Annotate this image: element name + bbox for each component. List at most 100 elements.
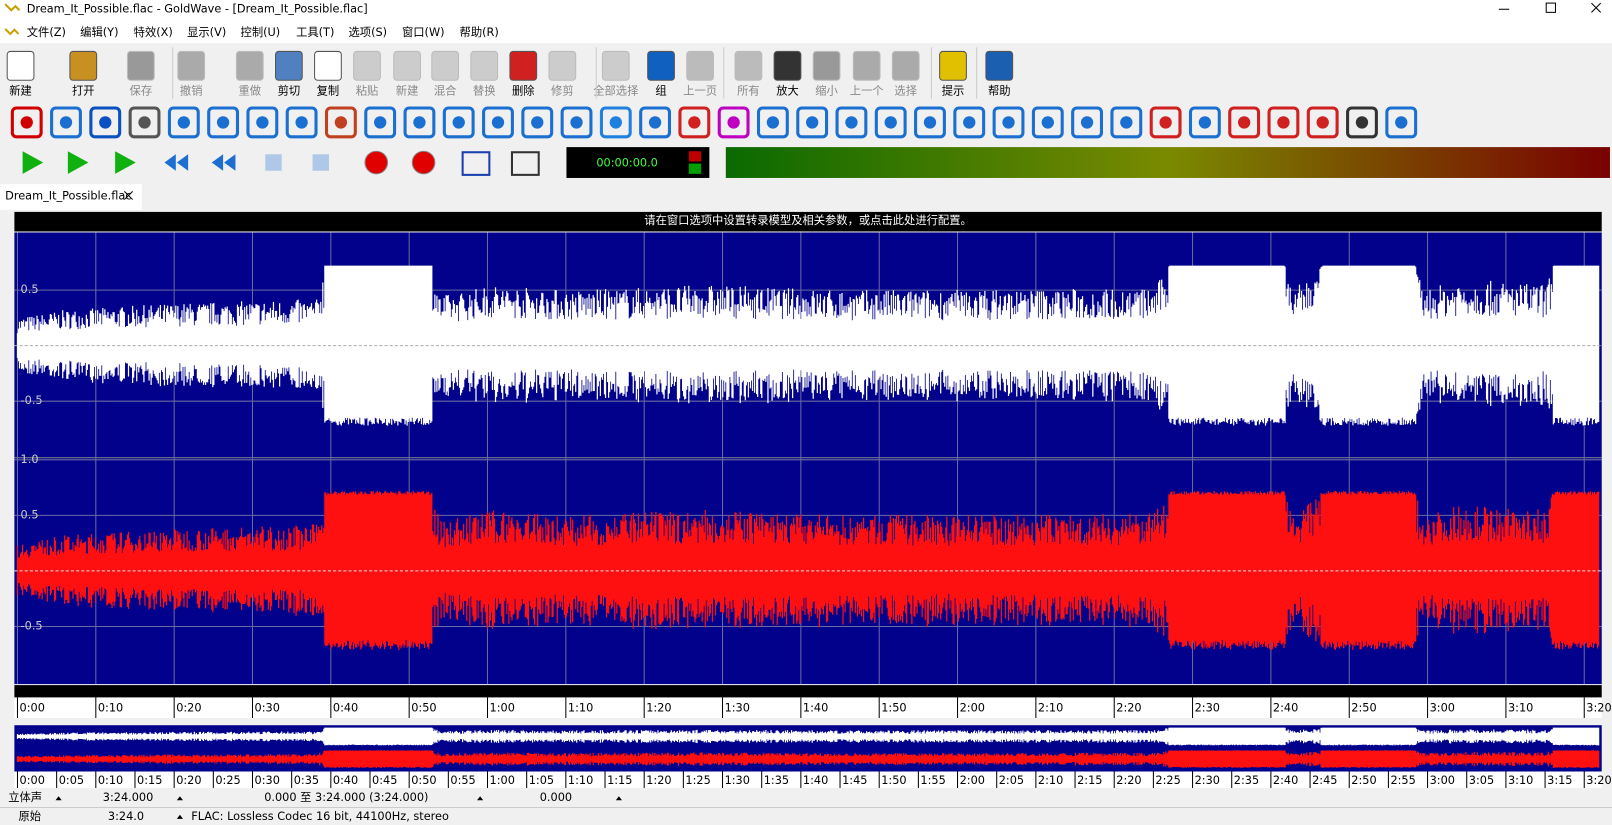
effect-icon-glyph	[60, 116, 72, 128]
menu-item[interactable]: 特效(X)	[134, 25, 173, 39]
toolbar-icon[interactable]	[127, 51, 154, 80]
toolbar-label[interactable]: 上一个	[850, 85, 884, 98]
toolbar-label[interactable]: 所有	[737, 84, 760, 98]
toolbar-icon[interactable]	[774, 51, 801, 80]
effect-icon-glyph	[492, 116, 504, 128]
time-label: 1:50	[881, 702, 906, 715]
toolbar-label[interactable]: 撤销	[180, 84, 203, 98]
overview-label: 0:05	[59, 774, 84, 787]
status-text: 3:24.0	[108, 810, 144, 823]
time-label: 1:20	[646, 702, 671, 715]
menu-item[interactable]: 编辑(Y)	[80, 25, 118, 39]
overview-label: 1:25	[685, 774, 710, 787]
toolbar-icon[interactable]	[354, 51, 381, 80]
toolbar-icon[interactable]	[178, 51, 205, 80]
toolbar-icon[interactable]	[940, 51, 967, 80]
overview-label: 3:15	[1547, 774, 1572, 787]
toolbar-label[interactable]: 新建	[9, 84, 32, 98]
toolbar-icon[interactable]	[7, 51, 34, 80]
overview-label: 1:00	[490, 774, 515, 787]
status-text: 0.000 至 3:24.000 (3:24.000)	[264, 791, 428, 804]
effect-icon-glyph	[21, 116, 33, 128]
toolbar-label[interactable]: 帮助	[988, 84, 1011, 98]
toolbar-icon[interactable]	[648, 51, 675, 80]
toolbar-icon[interactable]	[687, 51, 714, 80]
menu-item[interactable]: 控制(U)	[241, 25, 281, 39]
overview-label: 3:00	[1430, 774, 1455, 787]
toolbar-icon[interactable]	[471, 51, 498, 80]
amplitude-label: 0.5	[21, 508, 39, 521]
toolbar-label[interactable]: 复制	[317, 85, 340, 98]
toolbar-label[interactable]: 重做	[239, 84, 262, 98]
toolbar-label[interactable]: 上一页	[683, 85, 717, 98]
effect-icon-glyph	[1199, 116, 1211, 128]
banner-text[interactable]: 请在窗口选项中设置转录模型及相关参数，或点击此处进行配置。	[644, 213, 972, 227]
effect-icon-glyph	[413, 116, 425, 128]
time-label: 0:00	[20, 702, 45, 715]
toolbar-label[interactable]: 粘贴	[356, 84, 379, 98]
toolbar-label[interactable]: 替换	[473, 84, 496, 98]
toolbar-label[interactable]: 混合	[434, 84, 457, 98]
menu-item[interactable]: 选项(S)	[349, 26, 388, 39]
toolbar-icon[interactable]	[813, 51, 840, 80]
overview-label: 1:30	[725, 774, 750, 787]
toolbar-icon[interactable]	[986, 51, 1013, 80]
toolbar-label[interactable]: 剪切	[278, 84, 301, 98]
effect-icon-glyph	[688, 116, 700, 128]
toolbar-icon[interactable]	[735, 51, 762, 80]
toolbar-icon[interactable]	[70, 51, 97, 80]
stop-button[interactable]	[313, 154, 329, 170]
status-text: FLAC: Lossless Codec 16 bit, 44100Hz, st…	[191, 810, 449, 823]
overview-label: 1:10	[568, 774, 593, 787]
effect-icon-glyph	[924, 116, 936, 128]
time-label: 0:10	[98, 702, 123, 715]
overview-label: 0:50	[411, 774, 436, 787]
toolbar-icon[interactable]	[315, 51, 342, 80]
effect-icon-glyph	[335, 116, 347, 128]
overview-label: 2:05	[999, 774, 1024, 787]
amplitude-label: 0.5	[21, 283, 39, 296]
toolbar-label[interactable]: 修剪	[551, 84, 574, 98]
toolbar-label[interactable]: 选择	[894, 84, 917, 98]
toolbar-icon[interactable]	[276, 51, 303, 80]
menu-item[interactable]: 窗口(W)	[402, 25, 445, 39]
overview-label: 2:00	[960, 774, 985, 787]
time-label: 3:20	[1586, 702, 1611, 715]
selection-strip	[14, 685, 1601, 697]
toolbar-icon[interactable]	[549, 51, 576, 80]
overview-label: 0:35	[294, 774, 319, 787]
toolbar-label[interactable]: 打开	[72, 84, 95, 98]
record-button[interactable]	[365, 151, 388, 174]
toolbar-icon[interactable]	[432, 51, 459, 80]
time-label: 1:30	[725, 702, 750, 715]
toolbar-icon[interactable]	[510, 51, 537, 80]
overview-label: 1:05	[529, 774, 554, 787]
overview-label: 3:05	[1469, 774, 1494, 787]
effect-icon-glyph	[649, 116, 661, 128]
toolbar-label[interactable]: 删除	[512, 84, 535, 98]
menu-item[interactable]: 显示(V)	[187, 26, 226, 39]
menu-item[interactable]: 文件(Z)	[27, 25, 66, 39]
amplitude-label: 1.0	[21, 453, 39, 466]
status-text: 原始	[19, 809, 42, 823]
toolbar-label[interactable]: 新建	[396, 84, 419, 98]
overview-label: 1:35	[764, 774, 789, 787]
toolbar-label[interactable]: 提示	[942, 84, 965, 98]
toolbar-label[interactable]: 放大	[776, 84, 799, 98]
toolbar-icon[interactable]	[602, 51, 629, 80]
toolbar-icon[interactable]	[394, 51, 421, 80]
toolbar-label[interactable]: 全部选择	[593, 84, 638, 98]
toolbar-label[interactable]: 缩小	[815, 84, 838, 98]
toolbar-icon[interactable]	[236, 51, 263, 80]
menu-item[interactable]: 帮助(R)	[460, 25, 499, 39]
toolbar-icon[interactable]	[853, 51, 880, 80]
toolbar-icon[interactable]	[892, 51, 919, 80]
pause-button[interactable]	[265, 154, 281, 170]
time-label: 2:40	[1273, 702, 1298, 715]
toolbar-label[interactable]: 组	[655, 84, 666, 98]
overview-label: 2:20	[1116, 774, 1141, 787]
toolbar-label[interactable]: 保存	[130, 84, 153, 98]
record-selection-button[interactable]	[412, 151, 435, 174]
menu-item[interactable]: 工具(T)	[296, 26, 334, 39]
